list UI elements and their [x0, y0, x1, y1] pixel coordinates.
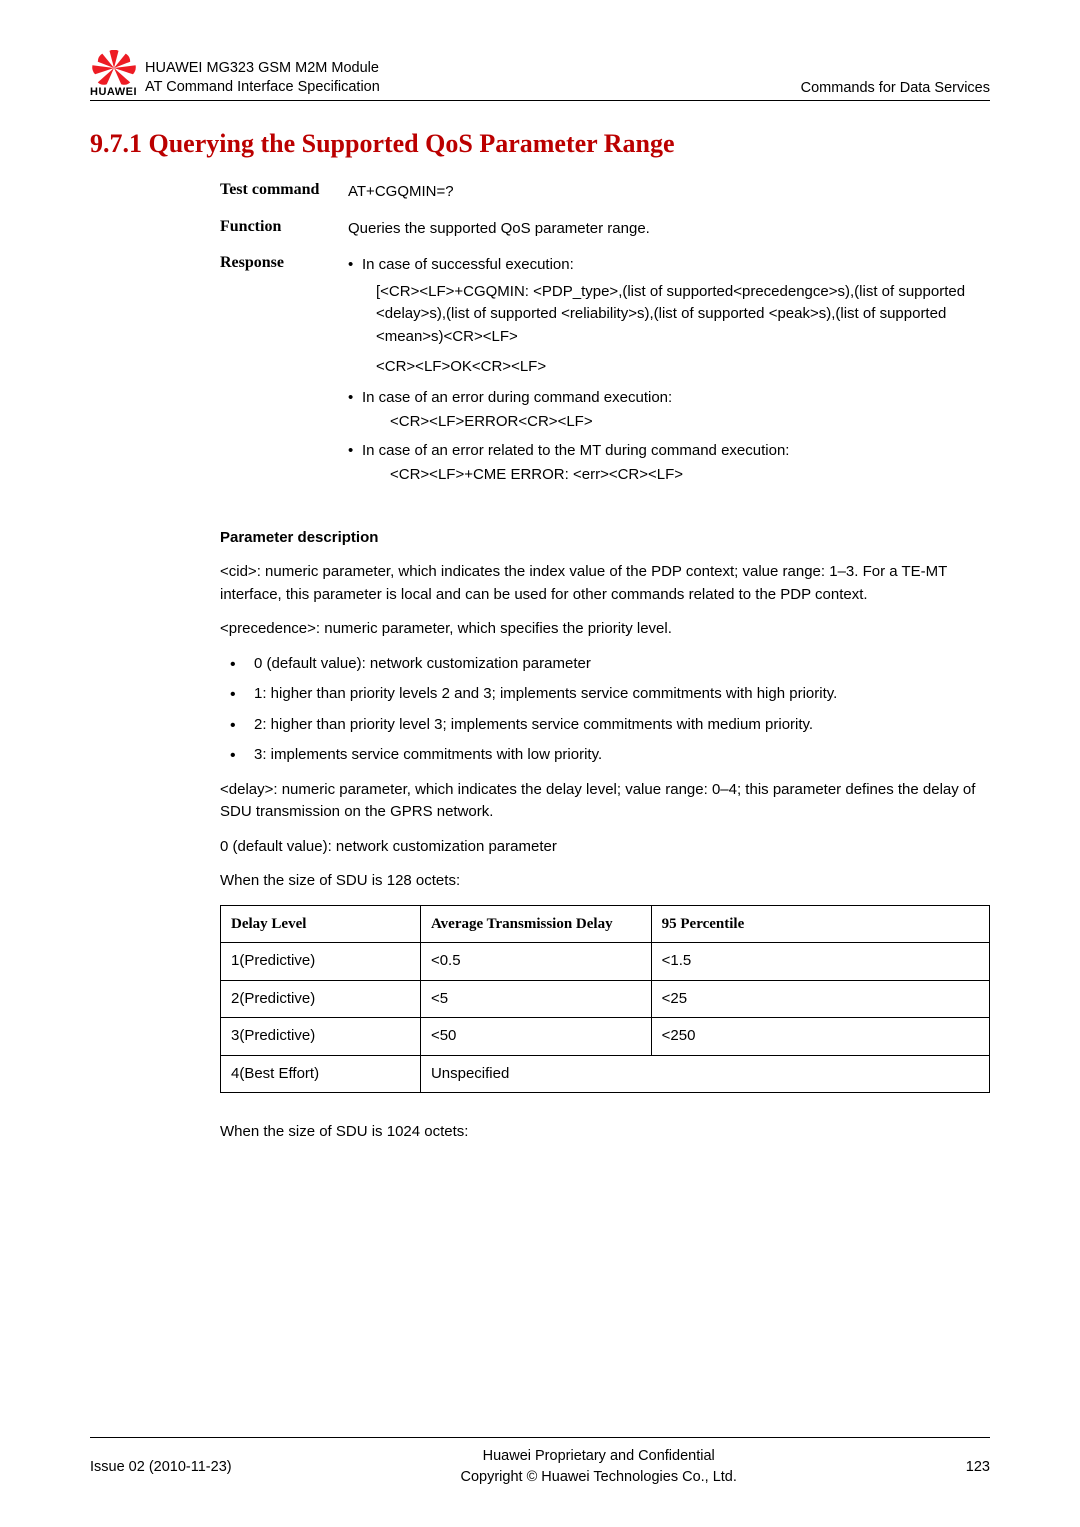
cmd-label: Function — [220, 218, 348, 241]
param-precedence-intro: <precedence>: numeric parameter, which s… — [220, 618, 990, 641]
response-bullet: In case of successful execution: [<CR><L… — [348, 254, 990, 379]
table-cell: <1.5 — [651, 943, 989, 981]
footer-page-number: 123 — [966, 1459, 990, 1475]
table-row: 2(Predictive)<5<25 — [221, 980, 990, 1018]
page-footer: Issue 02 (2010-11-23) Huawei Proprietary… — [90, 1437, 990, 1487]
cmd-label: Response — [220, 254, 348, 493]
table-cell: <25 — [651, 980, 989, 1018]
section-title: 9.7.1 Querying the Supported QoS Paramet… — [90, 129, 990, 159]
precedence-item: 1: higher than priority levels 2 and 3; … — [220, 683, 990, 706]
page-header: HUAWEI HUAWEI MG323 GSM M2M Module AT Co… — [90, 50, 990, 101]
response-text: In case of successful execution: — [362, 256, 574, 273]
table-header: Average Transmission Delay — [420, 905, 651, 943]
huawei-flower-icon — [91, 50, 137, 86]
precedence-item: 3: implements service commitments with l… — [220, 744, 990, 767]
cmd-label: Test command — [220, 181, 348, 204]
table-row: 1(Predictive)<0.5<1.5 — [221, 943, 990, 981]
precedence-list: 0 (default value): network customization… — [220, 653, 990, 767]
cmd-row-test: Test command AT+CGQMIN=? — [220, 181, 990, 204]
huawei-logo-text: HUAWEI — [90, 86, 137, 98]
sdu1024-intro: When the size of SDU is 1024 octets: — [220, 1121, 990, 1144]
response-bullet: In case of an error during command execu… — [348, 387, 990, 434]
table-cell: <50 — [420, 1018, 651, 1056]
cmd-row-function: Function Queries the supported QoS param… — [220, 218, 990, 241]
sdu128-intro: When the size of SDU is 128 octets: — [220, 870, 990, 893]
table-cell: 3(Predictive) — [221, 1018, 421, 1056]
delay-table-body: 1(Predictive)<0.5<1.52(Predictive)<5<253… — [221, 943, 990, 1093]
cmd-body: AT+CGQMIN=? — [348, 181, 990, 204]
cmd-row-response: Response In case of successful execution… — [220, 254, 990, 493]
footer-copyright: Copyright © Huawei Technologies Co., Ltd… — [232, 1467, 966, 1487]
table-header: 95 Percentile — [651, 905, 989, 943]
huawei-logo: HUAWEI — [90, 50, 137, 98]
cmd-body: Queries the supported QoS parameter rang… — [348, 218, 990, 241]
table-cell: <5 — [420, 980, 651, 1018]
table-cell: Unspecified — [420, 1055, 989, 1093]
table-cell: 2(Predictive) — [221, 980, 421, 1018]
param-cid: <cid>: numeric parameter, which indicate… — [220, 561, 990, 606]
param-desc-title: Parameter description — [220, 527, 990, 550]
delay-table-128: Delay Level Average Transmission Delay 9… — [220, 905, 990, 1094]
precedence-item: 0 (default value): network customization… — [220, 653, 990, 676]
param-delay-intro: <delay>: numeric parameter, which indica… — [220, 779, 990, 824]
header-line2: AT Command Interface Specification — [145, 78, 801, 98]
table-cell: 1(Predictive) — [221, 943, 421, 981]
footer-issue: Issue 02 (2010-11-23) — [90, 1459, 232, 1475]
response-bullet: In case of an error related to the MT du… — [348, 440, 990, 487]
response-detail: <CR><LF>+CME ERROR: <err><CR><LF> — [362, 464, 990, 487]
footer-center: Huawei Proprietary and Confidential Copy… — [232, 1446, 966, 1487]
cmd-body-response: In case of successful execution: [<CR><L… — [348, 254, 990, 493]
parameter-description: Parameter description <cid>: numeric par… — [220, 527, 990, 1144]
table-cell: 4(Best Effort) — [221, 1055, 421, 1093]
table-cell: <0.5 — [420, 943, 651, 981]
header-line1: HUAWEI MG323 GSM M2M Module — [145, 59, 801, 79]
response-text: In case of an error related to the MT du… — [362, 442, 789, 459]
response-detail: <CR><LF>OK<CR><LF> — [362, 356, 990, 379]
header-right: Commands for Data Services — [801, 80, 990, 98]
table-header: Delay Level — [221, 905, 421, 943]
table-cell: <250 — [651, 1018, 989, 1056]
table-header-row: Delay Level Average Transmission Delay 9… — [221, 905, 990, 943]
response-text: In case of an error during command execu… — [362, 389, 672, 406]
footer-proprietary: Huawei Proprietary and Confidential — [232, 1446, 966, 1466]
param-delay-default: 0 (default value): network customization… — [220, 836, 990, 859]
header-titles: HUAWEI MG323 GSM M2M Module AT Command I… — [145, 59, 801, 98]
table-row: 3(Predictive)<50<250 — [221, 1018, 990, 1056]
precedence-item: 2: higher than priority level 3; impleme… — [220, 714, 990, 737]
command-table: Test command AT+CGQMIN=? Function Querie… — [220, 181, 990, 493]
table-row: 4(Best Effort)Unspecified — [221, 1055, 990, 1093]
response-detail: [<CR><LF>+CGQMIN: <PDP_type>,(list of su… — [362, 281, 990, 349]
response-detail: <CR><LF>ERROR<CR><LF> — [362, 411, 990, 434]
